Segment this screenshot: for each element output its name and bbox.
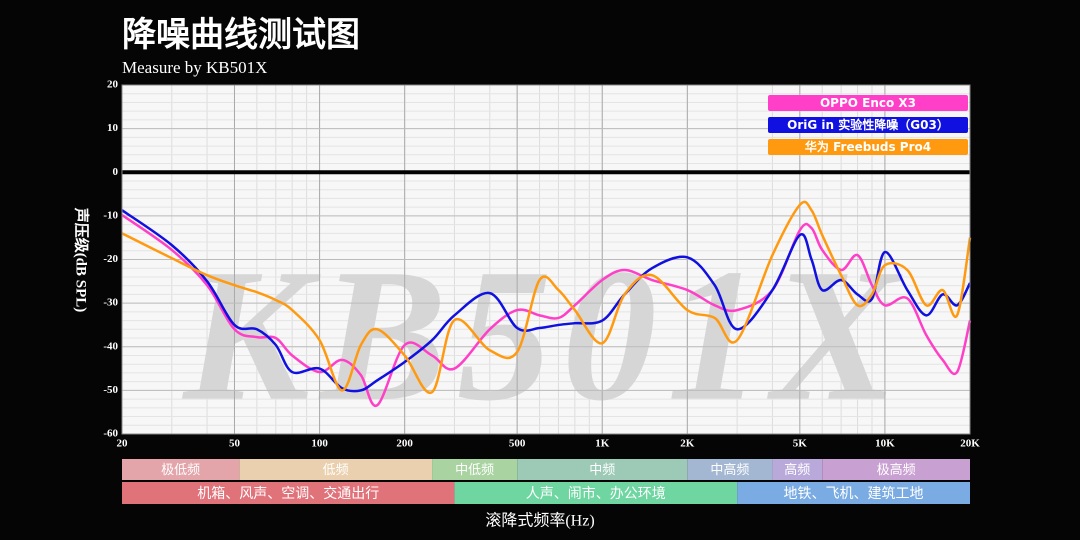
x-tick-label: 200 (396, 438, 413, 450)
frequency-band (239, 459, 433, 480)
band-label: 中低频 (455, 463, 494, 478)
y-tick-label: -30 (103, 297, 118, 309)
band-label: 低频 (323, 463, 349, 478)
band-label: 地铁、飞机、建筑工地 (784, 486, 924, 502)
x-tick-label: 2K (680, 438, 695, 450)
scene-band (737, 482, 970, 504)
y-tick-label: -40 (103, 340, 118, 352)
x-tick-label: 1K (595, 438, 610, 450)
frequency-band (822, 459, 970, 480)
band-label: 人声、闹市、办公环境 (526, 485, 666, 502)
frequency-band (432, 459, 518, 480)
x-tick-label: 5K (793, 438, 808, 450)
x-tick-label: 100 (311, 438, 328, 450)
frequency-band (517, 459, 688, 480)
band-label: 高频 (784, 462, 810, 478)
chart-subtitle: Measure by KB501X (122, 58, 267, 77)
legend-label: OriG in 实验性降噪（G03） (787, 117, 949, 132)
x-tick-label: 20 (117, 438, 129, 450)
series-line (121, 209, 972, 393)
legend-label: OPPO Enco X3 (820, 96, 916, 110)
band-label: 中频 (589, 463, 615, 478)
scene-band (122, 482, 455, 504)
y-tick-label: -60 (103, 428, 118, 440)
y-tick-label: -10 (103, 209, 118, 221)
series-line (121, 200, 972, 394)
x-tick-label: 10K (875, 438, 895, 450)
x-tick-label: 500 (509, 438, 526, 450)
band-label: 极低频 (161, 463, 200, 478)
y-tick-label: -50 (103, 384, 118, 396)
y-tick-label: -20 (103, 253, 118, 265)
band-label: 机箱、风声、空调、交通出行 (197, 485, 379, 502)
series-line (121, 213, 972, 407)
x-axis-label: 滚降式频率(Hz) (485, 512, 594, 530)
x-tick-label: 50 (229, 438, 241, 450)
y-tick-label: 0 (113, 166, 119, 178)
watermark: KB501X (181, 231, 908, 441)
y-axis-label: 声压级(dB SPL) (73, 207, 91, 313)
y-tick-label: 20 (107, 79, 119, 91)
legend-swatch (768, 95, 968, 111)
x-tick-label: 20K (960, 438, 980, 450)
band-label: 极高频 (877, 462, 916, 478)
frequency-band (687, 459, 773, 480)
band-label: 中高频 (710, 462, 749, 478)
frequency-band (122, 459, 240, 480)
scene-band (454, 482, 738, 504)
y-tick-label: 10 (107, 122, 119, 134)
legend-swatch (768, 117, 968, 133)
plot-border (121, 84, 971, 435)
legend-label: 华为 Freebuds Pro4 (805, 139, 931, 154)
legend-swatch (768, 139, 968, 155)
frequency-band (772, 459, 823, 480)
chart-title: 降噪曲线测试图 (122, 16, 360, 54)
